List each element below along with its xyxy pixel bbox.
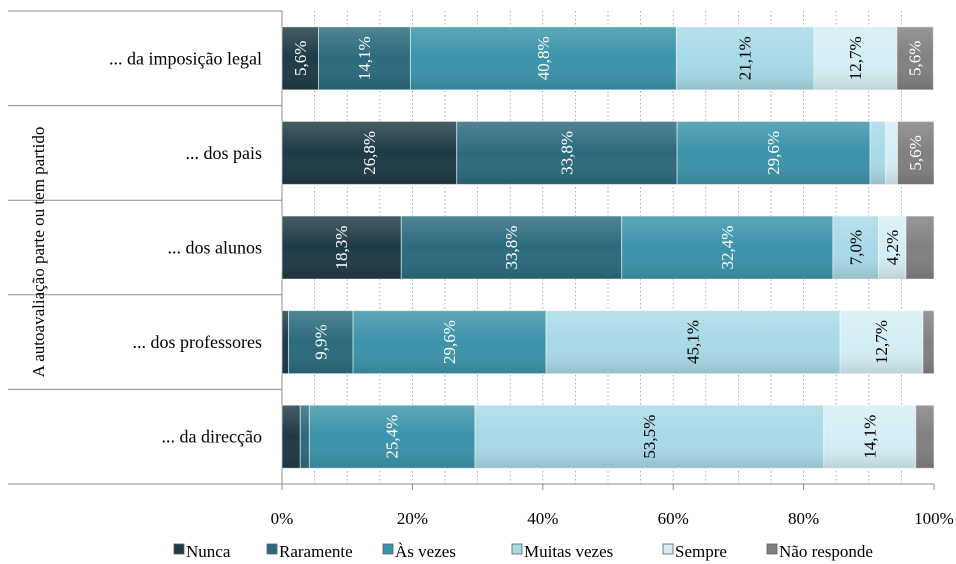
x-tick-label: 60% [658,509,689,528]
bar-segment-shade [288,310,354,374]
data-label: 9,9% [311,324,330,359]
x-tick-labels: 0% 20% 40% 60% 80% 100% [271,509,954,528]
legend-label: Não responde [779,542,873,561]
legend-swatch [662,543,674,555]
data-label: 21,1% [736,36,755,80]
data-label: 40,8% [534,36,553,80]
bar-segment-shade [318,26,411,90]
bar-segment-shade [300,405,310,469]
bar-segment-shade [832,216,879,279]
data-label: 5,6% [906,41,925,76]
x-tick-label: 100% [914,509,954,528]
bar-segment-shade [456,121,678,185]
data-label: 45,1% [684,320,703,364]
bar-segment-shade [896,26,934,90]
legend-swatch [173,543,185,555]
bar-segment-shade [282,121,457,185]
x-tick-label: 0% [271,509,294,528]
bars [281,26,935,469]
data-label: 29,6% [764,131,783,175]
bar-segment-shade [474,405,824,469]
data-label: 25,4% [383,415,402,459]
data-label: 5,6% [906,135,925,170]
bar-segment-shade [676,26,815,90]
data-label: 32,4% [718,226,737,270]
y-axis-title: A autoavaliação parte ou tem partido [29,127,48,378]
data-label: 4,2% [883,230,902,265]
bar-segment-shade [905,216,934,279]
legend-swatch [511,543,523,555]
data-label: 7,0% [846,230,865,265]
bar-segment-shade [282,216,402,279]
legend-label: Muitas vezes [524,542,613,561]
data-label: 14,1% [355,36,374,80]
bar-segment-shade [915,405,934,469]
data-label: 53,5% [640,415,659,459]
legend-swatch [766,543,778,555]
bar-segment-shade [840,310,923,374]
bar-segment-shade [814,26,897,90]
bar-segment-shade [878,216,906,279]
bar-segment-shade [922,310,934,374]
bar-segment-shade [621,216,833,279]
bar-segment-shade [885,121,898,185]
bar-segment-shade [282,310,289,374]
data-label: 33,8% [502,226,521,270]
legend-label: Raramente [279,542,353,561]
data-label: 18,3% [332,226,351,270]
category-label: ... dos professores [133,332,262,352]
bar-segment-shade [897,121,934,185]
legend-swatch [266,543,278,555]
bar-segment-shade [410,26,677,90]
category-label: ... da direcção [162,427,262,447]
x-tick-label: 80% [788,509,819,528]
bar-segment-shade [353,310,547,374]
x-tick-label: 40% [527,509,558,528]
legend-label: Às vezes [395,542,456,561]
bar-segment-shade [401,216,622,279]
data-label: 26,8% [360,131,379,175]
data-label: 33,8% [557,131,576,175]
legend: Nunca Raramente Às vezes Muitas vezes Sempre… [173,542,873,561]
data-label: 5,6% [291,41,310,76]
category-label: ... da imposição legal [109,48,262,68]
legend-swatch [382,543,394,555]
bar-segment-shade [823,405,916,469]
data-label: 12,7% [872,320,891,364]
legend-label: Sempre [675,542,727,561]
bar-segment-shade [282,26,319,90]
x-tick-label: 20% [397,509,428,528]
bar-segment-shade [282,405,301,469]
bar-segment-shade [677,121,871,185]
category-labels: ... da imposição legal ... dos pais ... do… [109,48,262,446]
data-label: 12,7% [846,36,865,80]
data-labels: 5,6% 14,1% 40,8% 21,1% 12,7% 5,6% 26,8% 33,8% 29… [291,36,925,458]
bar-segment-shade [309,405,475,469]
bar-segment-shade [546,310,841,374]
data-label: 14,1% [860,415,879,459]
data-label: 29,6% [440,320,459,364]
bar-segment-shade [870,121,886,185]
category-label: ... dos alunos [168,238,263,258]
legend-label: Nunca [186,542,231,561]
category-label: ... dos pais [186,143,263,163]
